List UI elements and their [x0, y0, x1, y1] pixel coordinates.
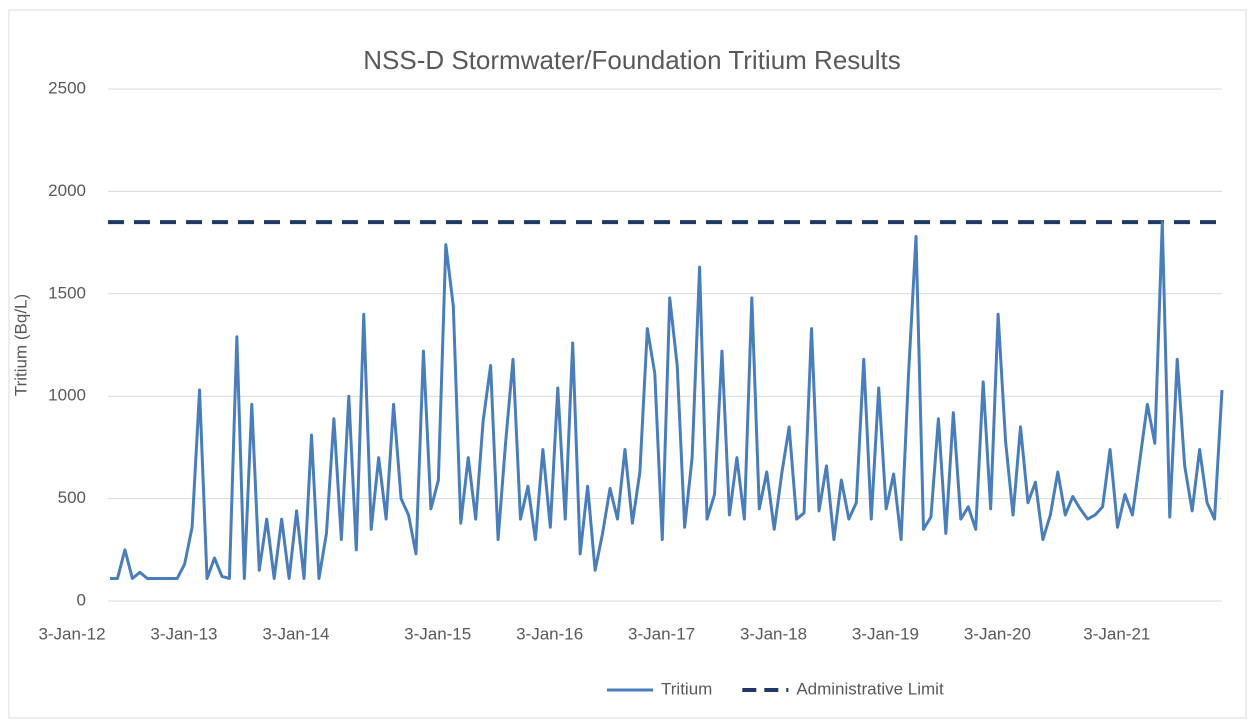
x-tick-label: 3-Jan-12	[38, 624, 105, 643]
x-tick-label: 3-Jan-19	[852, 624, 919, 643]
y-tick-label: 1000	[48, 386, 86, 405]
x-tick-label: 3-Jan-15	[404, 624, 471, 643]
y-tick-label: 1500	[48, 283, 86, 302]
x-tick-label: 3-Jan-20	[964, 624, 1031, 643]
x-tick-label: 3-Jan-14	[262, 624, 329, 643]
legend-label: Administrative Limit	[796, 679, 944, 698]
y-tick-label: 2000	[48, 181, 86, 200]
x-tick-label: 3-Jan-18	[740, 624, 807, 643]
data-line	[110, 220, 1224, 580]
y-tick-label: 500	[58, 488, 86, 507]
chart-frame	[8, 9, 1247, 719]
y-tick-label: 0	[77, 590, 86, 609]
x-tick-label: 3-Jan-17	[628, 624, 695, 643]
chart-title: NSS-D Stormwater/Foundation Tritium Resu…	[363, 45, 901, 75]
legend-label: Tritium	[661, 679, 712, 698]
y-tick-label: 2500	[48, 78, 86, 97]
x-tick-label: 3-Jan-21	[1083, 624, 1150, 643]
x-tick-label: 3-Jan-13	[150, 624, 217, 643]
x-tick-label: 3-Jan-16	[516, 624, 583, 643]
y-axis-label: Tritium (Bq/L)	[11, 294, 30, 396]
